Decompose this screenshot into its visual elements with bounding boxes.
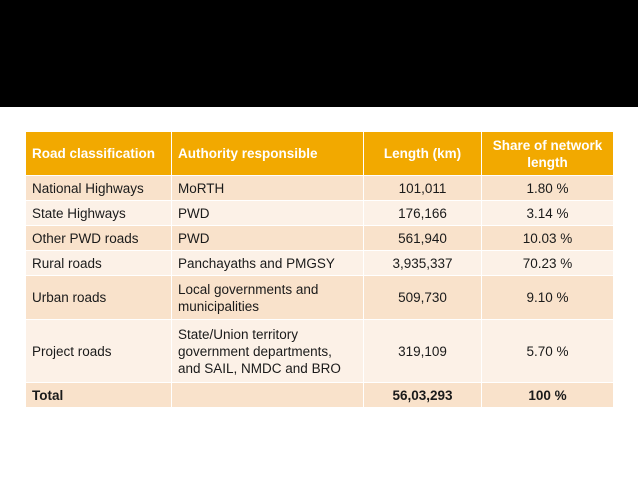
cell-length: 176,166: [363, 200, 482, 226]
cell-road-classification: Other PWD roads: [25, 225, 172, 251]
road-network-table: Road classification Authority responsibl…: [25, 131, 614, 408]
cell-authority: State/Union territory government departm…: [171, 319, 364, 383]
cell-road-classification: State Highways: [25, 200, 172, 226]
cell-road-classification: Urban roads: [25, 275, 172, 320]
cell-authority: MoRTH: [171, 175, 364, 201]
cell-share: 5.70 %: [481, 319, 614, 383]
cell-authority: Panchayaths and PMGSY: [171, 250, 364, 276]
cell-total-authority: [171, 382, 364, 408]
cell-length: 561,940: [363, 225, 482, 251]
cell-road-classification: Project roads: [25, 319, 172, 383]
table-header-row: Road classification Authority responsibl…: [25, 131, 614, 176]
cell-total-length: 56,03,293: [363, 382, 482, 408]
header-authority-responsible: Authority responsible: [171, 131, 364, 176]
cell-share: 70.23 %: [481, 250, 614, 276]
table-row: National Highways MoRTH 101,011 1.80 %: [25, 175, 614, 201]
header-share-of-network-length: Share of network length: [481, 131, 614, 176]
cell-road-classification: Rural roads: [25, 250, 172, 276]
header-road-classification: Road classification: [25, 131, 172, 176]
cell-road-classification: National Highways: [25, 175, 172, 201]
header-length-km: Length (km): [363, 131, 482, 176]
cell-authority: PWD: [171, 200, 364, 226]
cell-authority: Local governments and municipalities: [171, 275, 364, 320]
cell-authority: PWD: [171, 225, 364, 251]
cell-length: 509,730: [363, 275, 482, 320]
table-row: Other PWD roads PWD 561,940 10.03 %: [25, 225, 614, 251]
road-network-table-container: Road classification Authority responsibl…: [25, 131, 614, 408]
table-row: State Highways PWD 176,166 3.14 %: [25, 200, 614, 226]
cell-share: 9.10 %: [481, 275, 614, 320]
cell-share: 10.03 %: [481, 225, 614, 251]
table-row: Project roads State/Union territory gove…: [25, 319, 614, 383]
cell-total-share: 100 %: [481, 382, 614, 408]
cell-share: 3.14 %: [481, 200, 614, 226]
table-row: Rural roads Panchayaths and PMGSY 3,935,…: [25, 250, 614, 276]
cell-length: 101,011: [363, 175, 482, 201]
cell-length: 319,109: [363, 319, 482, 383]
table-total-row: Total 56,03,293 100 %: [25, 382, 614, 408]
cell-share: 1.80 %: [481, 175, 614, 201]
cell-length: 3,935,337: [363, 250, 482, 276]
title-band: [0, 0, 638, 107]
cell-total-label: Total: [25, 382, 172, 408]
table-row: Urban roads Local governments and munici…: [25, 275, 614, 320]
